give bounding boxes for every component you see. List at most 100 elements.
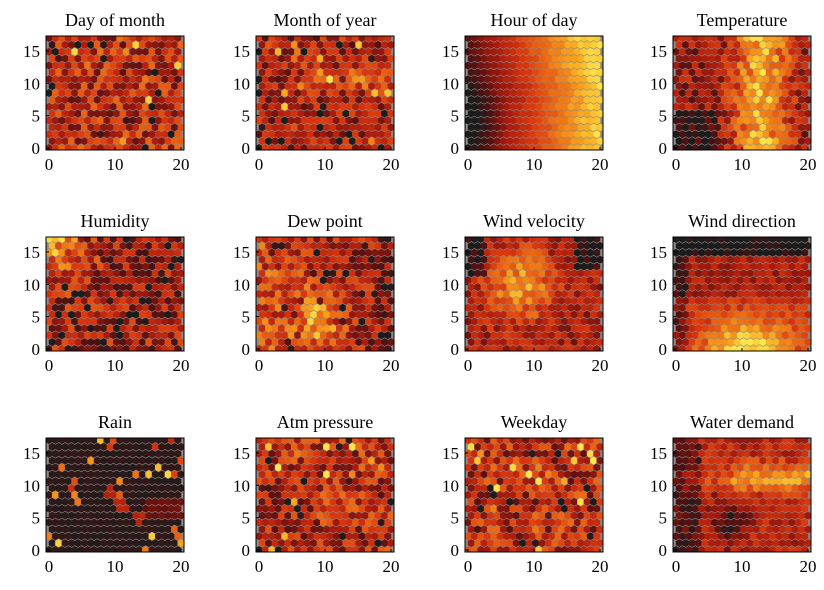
hex-cell — [781, 130, 789, 139]
hex-cell — [377, 262, 385, 271]
hex-cell — [265, 40, 273, 49]
hex-cell — [695, 470, 703, 479]
hex-cell — [371, 504, 379, 513]
hex-cell — [51, 289, 59, 299]
hex-cell — [724, 143, 731, 150]
hex-cell — [167, 518, 175, 527]
hex-cell — [68, 123, 76, 132]
hex-cell — [126, 484, 133, 493]
hex-cell — [261, 88, 269, 98]
hex-cell — [756, 532, 764, 541]
hex-cell — [499, 484, 507, 493]
hex-cell — [61, 338, 69, 347]
hex-cell — [109, 317, 117, 326]
hex-cell — [97, 463, 104, 472]
hex-cell — [297, 338, 305, 347]
hex-cell — [294, 438, 302, 445]
hex-cell — [564, 82, 572, 91]
hex-cells — [46, 237, 184, 351]
hex-cell — [791, 324, 799, 333]
hex-cell — [71, 75, 79, 84]
hex-cell — [329, 511, 337, 520]
hex-cell — [477, 532, 485, 541]
hex-cell — [717, 545, 725, 552]
hex-cell — [109, 248, 117, 257]
hex-cell — [274, 331, 282, 340]
hex-cell — [300, 116, 308, 125]
hex-cell — [720, 137, 728, 146]
hex-cell — [541, 116, 549, 125]
hex-cell — [332, 116, 340, 125]
hex-cell — [258, 255, 266, 264]
hex-cell — [345, 477, 353, 486]
hex-cell — [675, 68, 683, 77]
hex-cell — [339, 248, 347, 257]
plane-title: Humidity — [80, 211, 149, 231]
hex-cell — [791, 296, 799, 305]
x-tick-label: 0 — [45, 155, 54, 174]
hex-cell — [474, 82, 482, 91]
hex-cell — [535, 331, 543, 340]
hex-cell — [781, 477, 789, 486]
hex-cell — [374, 255, 382, 264]
hex-cell — [557, 255, 565, 264]
hex-cell — [730, 75, 738, 84]
hex-cell — [68, 338, 76, 347]
hex-cell — [522, 344, 530, 351]
hex-cell — [100, 470, 108, 479]
hex-cell — [561, 143, 569, 150]
hex-cell — [785, 68, 793, 77]
hex-cell — [804, 54, 811, 63]
hex-cell — [154, 130, 162, 139]
hex-cell — [785, 137, 793, 146]
hex-cell — [509, 449, 517, 458]
hex-cell — [535, 116, 543, 125]
hex-cell — [801, 116, 809, 125]
hex-cell — [122, 248, 130, 257]
hex-cell — [48, 525, 56, 534]
hex-cell — [61, 497, 69, 506]
hex-cell — [84, 276, 92, 285]
hex-cell — [313, 438, 321, 445]
hex-cell — [804, 324, 811, 333]
hex-cell — [287, 331, 295, 340]
hex-cell — [685, 130, 693, 139]
hex-cell — [361, 82, 369, 91]
hex-cell — [682, 269, 690, 278]
hex-cell — [84, 61, 92, 70]
hex-cell — [688, 95, 696, 104]
hex-cell — [51, 532, 59, 541]
hex-cell — [103, 331, 111, 340]
hex-cell — [704, 289, 712, 299]
hex-cell — [535, 248, 543, 257]
hex-cell — [730, 331, 738, 340]
hex-cell — [164, 54, 172, 63]
hex-cell — [561, 490, 569, 500]
hex-cell — [135, 237, 143, 244]
hex-cell — [58, 504, 66, 513]
hex-cell — [64, 344, 72, 351]
hex-cell — [161, 276, 169, 285]
hex-cell — [265, 470, 273, 479]
hex-cell — [352, 248, 360, 257]
hex-cell — [103, 532, 111, 541]
y-tick-label: 10 — [442, 74, 459, 93]
hex-cell — [84, 75, 92, 84]
hex-cell — [46, 477, 53, 486]
hex-cell — [138, 525, 146, 534]
hex-cell — [798, 269, 806, 278]
hex-cell — [374, 68, 382, 77]
hex-cell — [158, 283, 166, 292]
hex-cell — [474, 525, 482, 534]
hex-cell — [113, 123, 121, 132]
hex-cell — [278, 484, 286, 493]
hex-cell — [348, 539, 356, 548]
hex-cell — [506, 456, 514, 465]
hex-cell — [698, 438, 706, 445]
hex-cell — [313, 248, 321, 257]
hex-cell — [61, 255, 69, 264]
hex-cell — [332, 463, 340, 472]
hex-cell — [545, 525, 552, 534]
hex-cell — [717, 449, 725, 458]
hex-cell — [377, 532, 385, 541]
